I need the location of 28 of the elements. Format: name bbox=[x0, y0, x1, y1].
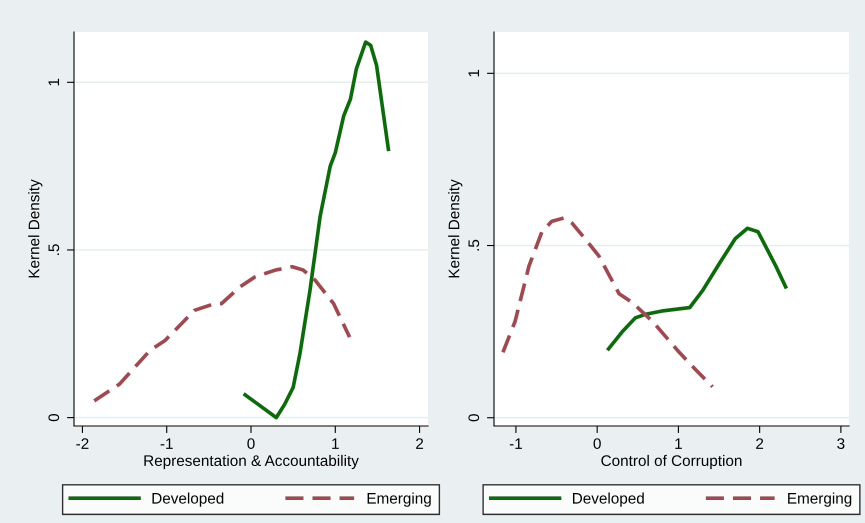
x-axis-title: Control of Corruption bbox=[601, 454, 742, 470]
line-series bbox=[501, 216, 714, 389]
y-tick-label: 0 bbox=[468, 414, 480, 422]
line-series bbox=[606, 226, 788, 351]
y-tick-label: 0 bbox=[48, 414, 60, 422]
y-tick-label: 1 bbox=[468, 70, 480, 76]
legend-label: Developed bbox=[572, 492, 644, 507]
x-tick-label: 0 bbox=[247, 438, 255, 450]
y-tick-label: .5 bbox=[468, 240, 480, 251]
x-tick-label: 2 bbox=[756, 438, 764, 449]
x-tick-label: -1 bbox=[160, 438, 173, 449]
x-tick-label: 1 bbox=[675, 438, 682, 449]
y-tick-label: 1 bbox=[48, 78, 60, 86]
x-tick-label: -1 bbox=[510, 438, 522, 449]
x-tick-label: -2 bbox=[76, 438, 88, 449]
legend-label: Emerging bbox=[788, 492, 852, 507]
line-series bbox=[243, 40, 390, 420]
x-axis-title: Representation & Accountability bbox=[144, 454, 359, 470]
x-tick-label: 2 bbox=[416, 438, 424, 449]
y-axis-title: Kernel Density bbox=[28, 179, 42, 278]
y-axis-title: Kernel Density bbox=[448, 179, 462, 278]
y-tick-label: .5 bbox=[48, 244, 60, 255]
x-tick-label: 0 bbox=[594, 438, 601, 450]
line-series bbox=[92, 264, 352, 403]
x-tick-label: 1 bbox=[332, 438, 339, 449]
x-tick-label: 3 bbox=[837, 438, 844, 450]
legend-label: Developed bbox=[152, 492, 224, 507]
legend-label: Emerging bbox=[368, 492, 431, 507]
